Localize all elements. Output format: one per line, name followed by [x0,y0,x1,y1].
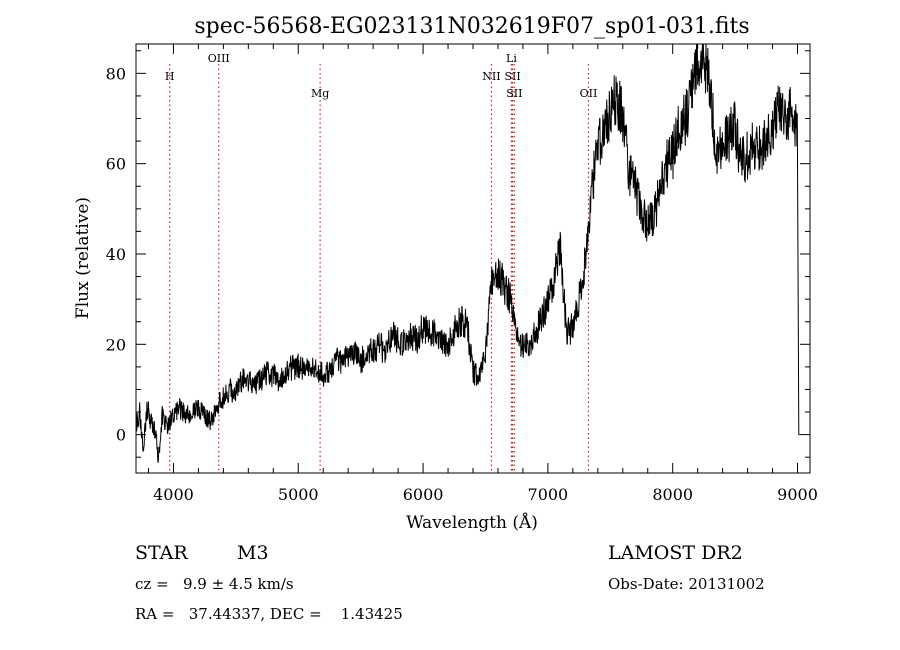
y-axis-label: Flux (relative) [73,197,93,319]
line-marker-label: Mg [311,87,329,100]
sky-coordinates: RA = 37.44337, DEC = 1.43425 [135,605,403,623]
line-marker-label: OIII [208,52,230,65]
x-tick-label: 4000 [153,485,194,504]
y-tick-label: 20 [106,335,126,354]
observation-date: Obs-Date: 20131002 [608,575,765,593]
chart-title: spec-56568-EG023131N032619F07_sp01-031.f… [194,14,749,39]
x-axis-label: Wavelength (Å) [406,512,538,533]
line-marker-label: NII [482,70,500,83]
spectral-subclass: M3 [237,542,269,564]
y-tick-label: 40 [106,245,126,264]
object-class: STAR [135,542,188,564]
line-marker-label: H [165,70,175,83]
emission-line-markers: H OIII Mg NII Li SII SII OII [165,52,597,473]
spectrum-series-line [135,43,800,463]
plot-frame [135,43,811,474]
y-tick-label: 80 [106,64,126,83]
x-tick-label: 9000 [777,485,818,504]
redshift-velocity: cz = 9.9 ± 4.5 km/s [135,575,294,593]
y-tick-label: 60 [106,155,126,174]
y-tick-label: 0 [116,426,126,445]
x-tick-label: 7000 [528,485,569,504]
line-marker-label: SII [506,87,522,100]
survey-name: LAMOST DR2 [608,542,743,564]
x-tick-label: 5000 [278,485,319,504]
line-marker-label: OII [580,87,598,100]
line-marker-label: Li [506,52,517,65]
x-tick-label: 8000 [652,485,693,504]
line-marker-label: SII [504,70,520,83]
axes: 4000 5000 6000 7000 8000 9000 0 20 40 60 80 [106,44,818,504]
x-tick-label: 6000 [403,485,444,504]
